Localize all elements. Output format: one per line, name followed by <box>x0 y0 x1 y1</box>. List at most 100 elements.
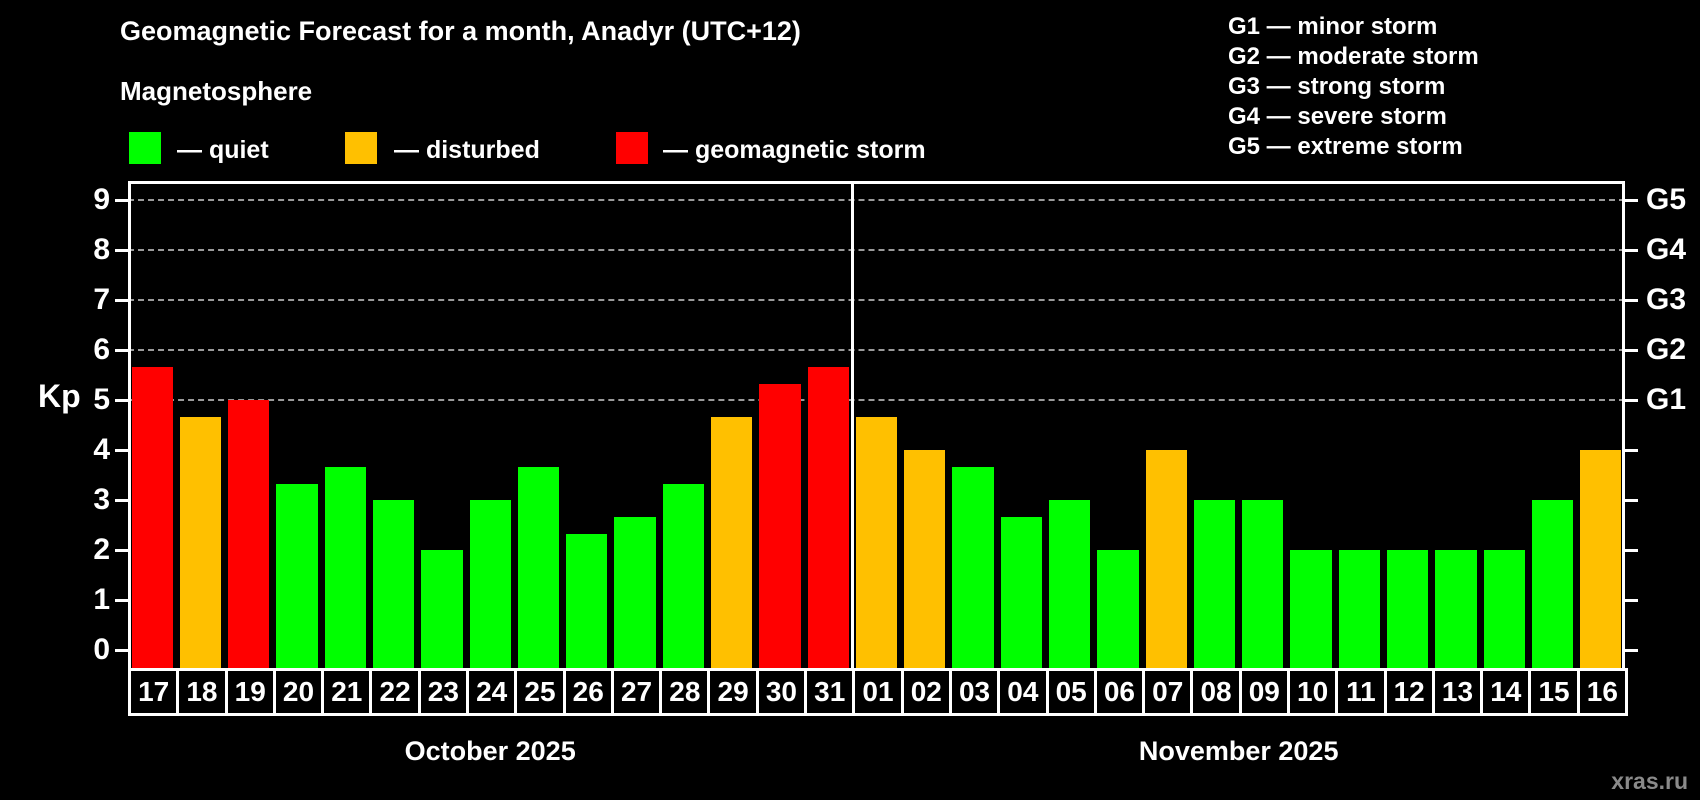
month-label: October 2025 <box>404 736 576 766</box>
kp-bar-day-12 <box>1387 550 1429 668</box>
quiet-legend-label: — quiet <box>177 136 269 164</box>
day-label: 25 <box>514 668 566 716</box>
storm-legend-label: — geomagnetic storm <box>663 136 926 164</box>
kp-bar-day-04 <box>1000 516 1042 668</box>
g-scale-axis-label: G3 <box>1646 283 1687 316</box>
kp-tick-label: 8 <box>93 233 110 266</box>
watermark: xras.ru <box>1611 768 1688 794</box>
kp-tick-right <box>1625 298 1638 302</box>
grid-line-g4 <box>128 249 1625 251</box>
kp-bar-day-26 <box>566 533 608 668</box>
day-label: 08 <box>1190 668 1242 716</box>
kp-tick-left <box>115 398 128 402</box>
kp-bar-day-14 <box>1483 550 1525 668</box>
day-label: 04 <box>997 668 1049 716</box>
g-scale-legend: G1 — minor storm G2 — moderate storm G3 … <box>1228 12 1479 162</box>
kp-tick-left <box>115 598 128 602</box>
day-label: 17 <box>128 668 180 716</box>
kp-tick-left <box>115 448 128 452</box>
grid-line-g2 <box>128 349 1625 351</box>
day-label: 26 <box>562 668 614 716</box>
kp-bar-day-29 <box>710 416 753 668</box>
kp-bar-day-11 <box>1338 550 1381 668</box>
kp-tick-label: 6 <box>93 333 110 366</box>
kp-tick-right <box>1625 398 1638 402</box>
day-label: 29 <box>707 668 759 716</box>
kp-bar-day-28 <box>662 483 704 668</box>
day-label: 05 <box>1045 668 1097 716</box>
kp-bar-day-01 <box>855 416 898 668</box>
grid-line-g1 <box>128 399 1625 401</box>
day-label: 10 <box>1286 668 1339 716</box>
day-label: 22 <box>369 668 421 716</box>
day-label: 11 <box>1335 668 1387 716</box>
kp-bar-day-16 <box>1580 450 1622 668</box>
day-label: 24 <box>466 668 518 716</box>
kp-tick-right <box>1625 348 1638 352</box>
day-label: 16 <box>1576 668 1628 716</box>
g-scale-axis-label: G4 <box>1646 233 1687 266</box>
kp-bar-day-20 <box>276 483 318 668</box>
kp-tick-left <box>115 498 128 502</box>
kp-bar-day-23 <box>421 550 463 668</box>
kp-tick-label: 4 <box>93 433 110 466</box>
kp-tick-left <box>115 248 128 252</box>
kp-bar-day-21 <box>324 466 366 668</box>
page-title: Geomagnetic Forecast for a month, Anadyr… <box>120 16 801 46</box>
g-scale-legend-line: G2 — moderate storm <box>1228 43 1479 70</box>
grid-line-g3 <box>128 299 1625 301</box>
kp-tick-left <box>115 548 128 552</box>
kp-bar-day-31 <box>807 366 849 668</box>
day-label: 01 <box>852 668 904 716</box>
day-label: 18 <box>176 668 228 716</box>
kp-bar-day-19 <box>228 400 270 668</box>
kp-tick-left <box>115 348 128 352</box>
kp-tick-right <box>1625 198 1638 202</box>
kp-bar-day-24 <box>469 500 511 668</box>
day-label: 09 <box>1238 668 1290 716</box>
day-label: 15 <box>1528 668 1580 716</box>
day-label: 20 <box>272 668 325 716</box>
kp-bar-day-27 <box>614 516 656 668</box>
disturbed-legend-swatch <box>345 132 377 164</box>
day-label: 06 <box>1093 668 1146 716</box>
day-label: 07 <box>1142 668 1194 716</box>
right-axis-line <box>1622 181 1625 668</box>
kp-tick-left <box>115 198 128 202</box>
kp-tick-label: 3 <box>93 483 110 516</box>
kp-bar-day-30 <box>759 383 801 668</box>
month-separator <box>850 181 854 668</box>
quiet-legend-swatch <box>129 132 161 164</box>
kp-tick-right <box>1625 648 1638 652</box>
g-scale-legend-line: G3 — strong storm <box>1228 73 1446 100</box>
kp-tick-right <box>1625 548 1638 552</box>
kp-tick-left <box>115 298 128 302</box>
day-label: 12 <box>1383 668 1435 716</box>
day-label: 31 <box>804 668 856 716</box>
day-label: 27 <box>610 668 663 716</box>
kp-tick-label: 2 <box>93 533 110 566</box>
month-label: November 2025 <box>1138 736 1339 766</box>
kp-bar-day-13 <box>1435 550 1477 668</box>
kp-bar-day-10 <box>1290 550 1332 668</box>
kp-bar-day-25 <box>517 466 560 668</box>
plot-border-top <box>128 181 1625 184</box>
kp-bar-day-08 <box>1193 500 1236 668</box>
kp-bar-day-18 <box>179 416 222 668</box>
kp-bar-day-17 <box>131 366 173 668</box>
kp-tick-right <box>1625 598 1638 602</box>
day-label: 19 <box>224 668 276 716</box>
storm-legend-swatch <box>616 132 648 164</box>
kp-tick-left <box>115 648 128 652</box>
day-label: 13 <box>1431 668 1484 716</box>
y-axis-title-kp: Kp <box>38 378 81 414</box>
g-scale-axis-label: G5 <box>1646 183 1687 216</box>
kp-tick-right <box>1625 448 1638 452</box>
kp-bar-day-09 <box>1242 500 1284 668</box>
kp-bar-day-05 <box>1049 500 1091 668</box>
day-label: 21 <box>321 668 373 716</box>
day-label: 23 <box>417 668 470 716</box>
kp-tick-label: 9 <box>93 183 110 216</box>
kp-tick-label: 0 <box>93 633 110 666</box>
